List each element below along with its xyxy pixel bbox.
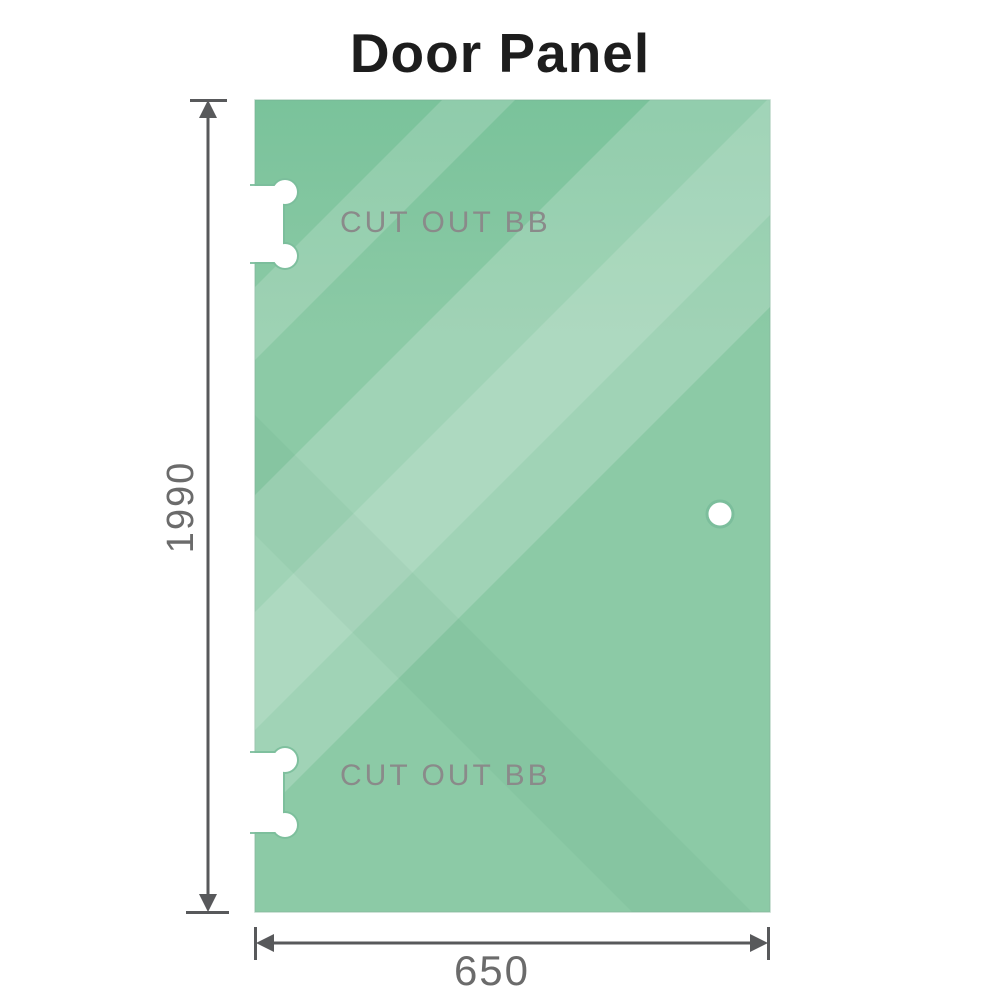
- height-dimension-value: 1990: [160, 460, 202, 554]
- arrow-left-icon: [256, 934, 274, 952]
- glass-shine-beam-3: [255, 100, 770, 730]
- hinge-cutout-bottom: [248, 746, 299, 839]
- page-title: Door Panel: [349, 22, 651, 84]
- width-dimension: [254, 927, 770, 960]
- glass-shine-beam-2: [255, 100, 770, 822]
- glass-top-shade: [255, 100, 770, 350]
- hinge-cutout-top: [248, 178, 299, 270]
- arrow-down-icon: [199, 894, 217, 912]
- height-dimension: [186, 99, 229, 914]
- handle-hole: [705, 499, 735, 529]
- cutout-label-top: CUT OUT BB: [340, 206, 551, 239]
- arrow-up-icon: [199, 100, 217, 118]
- arrow-right-icon: [750, 934, 768, 952]
- cutout-label-bottom: CUT OUT BB: [340, 759, 551, 792]
- glass-shine-beam-1: [255, 100, 515, 360]
- glass-shade-band: [255, 415, 752, 912]
- width-dimension-value: 650: [453, 947, 531, 994]
- glass-panel: [254, 99, 771, 913]
